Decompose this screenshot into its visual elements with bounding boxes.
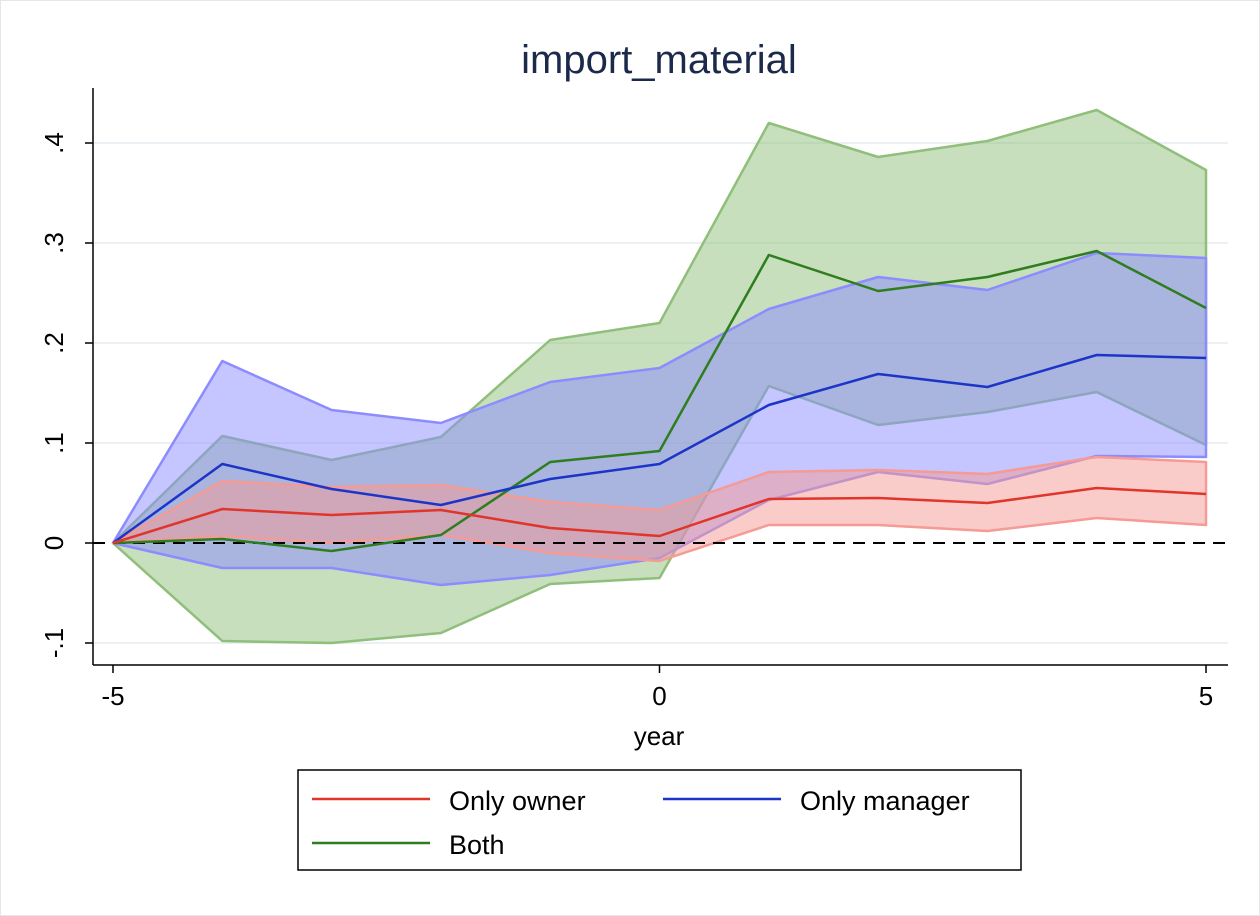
- series-line-both: [112, 249, 1207, 553]
- series-line-only-manager: [112, 353, 1207, 545]
- y-tick-label: .1: [39, 432, 69, 454]
- legend-box: [297, 769, 1022, 871]
- x-tick-label: 5: [1199, 681, 1213, 711]
- y-tick-label: .3: [39, 232, 69, 254]
- x-axis-title: year: [634, 721, 685, 751]
- y-tick-label: 0: [39, 536, 69, 550]
- legend-label-only-owner: Only owner: [449, 786, 586, 816]
- y-tick-label: .4: [39, 132, 69, 154]
- x-tick-label: 0: [652, 681, 666, 711]
- confidence-bands: [111, 108, 1208, 645]
- legend-label-only-manager: Only manager: [800, 786, 970, 816]
- legend: Only owner Only manager Both: [297, 769, 1022, 871]
- legend-label-both: Both: [449, 830, 505, 860]
- y-tick-label: .2: [39, 332, 69, 354]
- y-tick-label: -.1: [39, 628, 69, 658]
- series-lines: [112, 249, 1207, 553]
- chart-title: import_material: [521, 38, 797, 82]
- x-tick-label: -5: [101, 681, 124, 711]
- series-line-only-owner: [112, 486, 1207, 545]
- axes: -.1 0 .1 .2 .3 .4 -5 0 5: [39, 88, 1228, 711]
